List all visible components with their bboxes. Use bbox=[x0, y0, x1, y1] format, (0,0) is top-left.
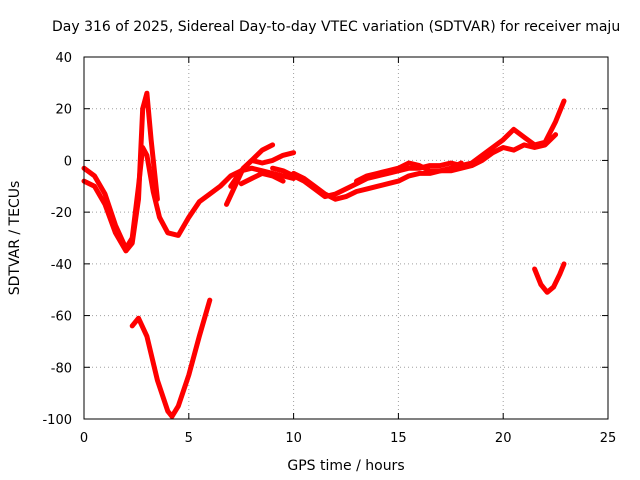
y-tick-label: 40 bbox=[55, 51, 72, 66]
x-tick-label: 15 bbox=[390, 431, 407, 446]
x-tick-label: 5 bbox=[185, 431, 193, 446]
series-arc-10 bbox=[532, 261, 567, 295]
data-series bbox=[81, 90, 567, 419]
gridlines bbox=[84, 57, 608, 419]
x-tick-label: 10 bbox=[285, 431, 302, 446]
y-axis-ticks: -100 -80 -60 -40 -20 0 20 40 bbox=[42, 51, 608, 428]
series-arc-3 bbox=[224, 150, 297, 207]
y-axis-label: SDTVAR / TECUs bbox=[7, 181, 23, 296]
series-arc-4 bbox=[228, 142, 276, 189]
series-arc-9 bbox=[129, 297, 213, 419]
series-arc-2 bbox=[81, 90, 160, 254]
x-tick-label: 20 bbox=[495, 431, 512, 446]
y-tick-label: -60 bbox=[51, 310, 72, 325]
x-axis-label: GPS time / hours bbox=[287, 458, 404, 474]
y-tick-label: -80 bbox=[51, 361, 72, 376]
plot-frame bbox=[83, 56, 609, 420]
x-axis-ticks: 0 5 10 15 20 25 bbox=[80, 57, 616, 446]
y-tick-label: -100 bbox=[42, 413, 72, 428]
y-tick-label: 20 bbox=[55, 103, 72, 118]
y-tick-label: 0 bbox=[64, 154, 72, 169]
series-arc-8 bbox=[354, 160, 464, 184]
series-arc-5 bbox=[238, 170, 286, 187]
chart-title: Day 316 of 2025, Sidereal Day-to-day VTE… bbox=[52, 19, 620, 35]
series-arc-7 bbox=[291, 132, 559, 202]
x-tick-label: 25 bbox=[600, 431, 617, 446]
y-tick-label: -40 bbox=[51, 258, 72, 273]
y-tick-label: -20 bbox=[51, 206, 72, 221]
x-tick-label: 0 bbox=[80, 431, 88, 446]
